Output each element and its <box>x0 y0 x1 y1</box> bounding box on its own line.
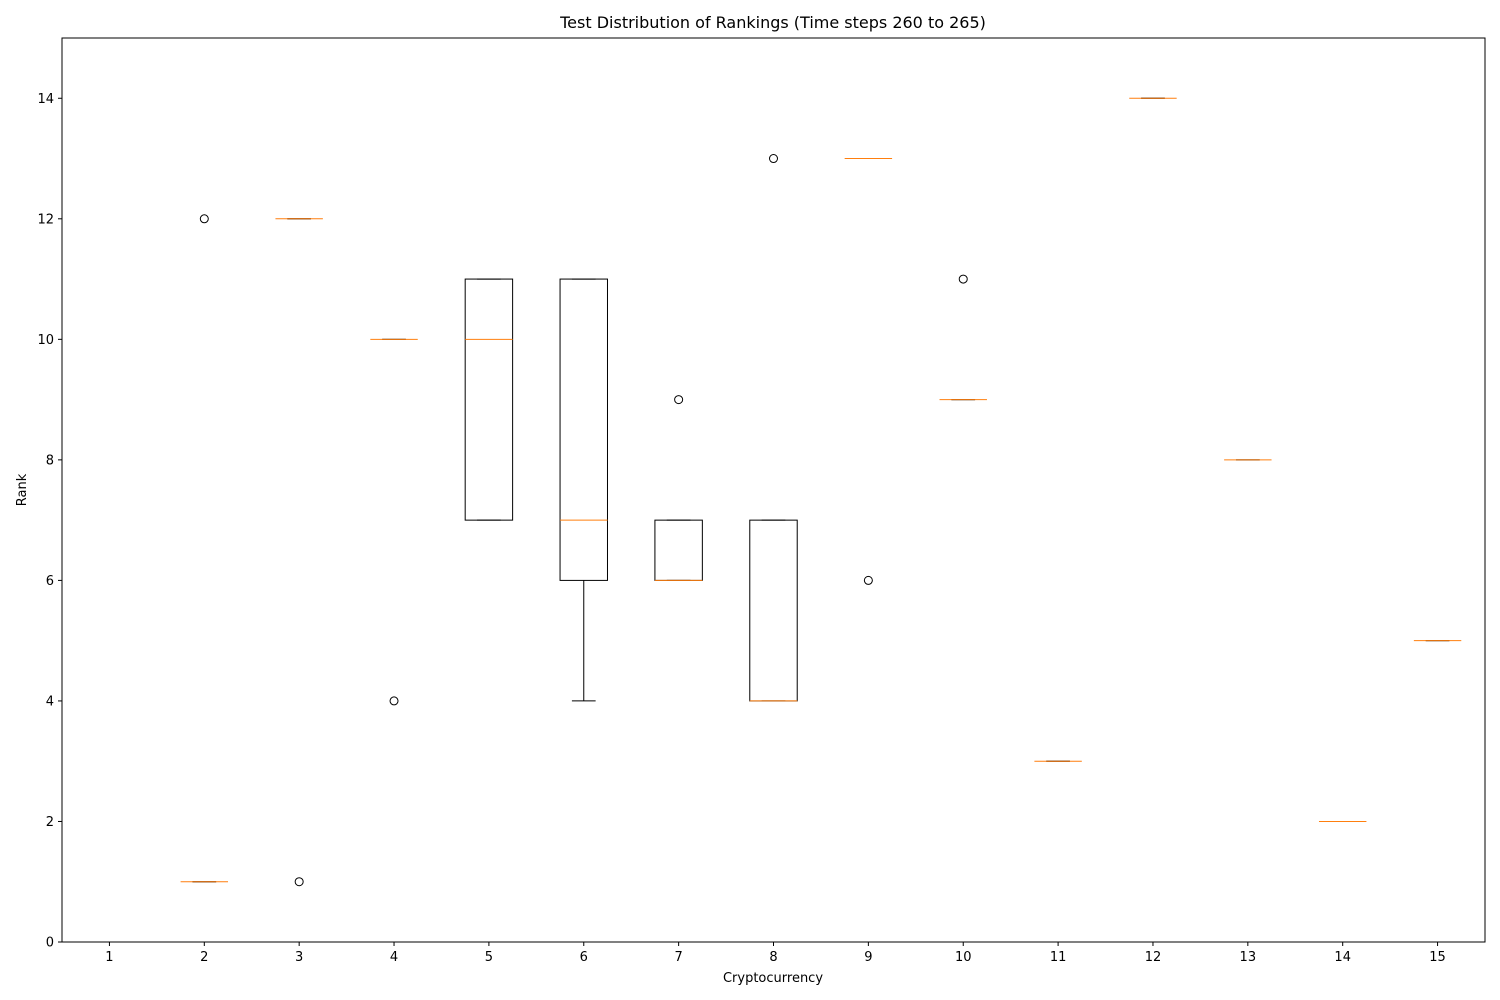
x-tick-label: 1 <box>105 950 113 965</box>
x-tick-label: 3 <box>295 950 303 965</box>
y-axis: 0 2 4 6 8 10 12 14 <box>37 92 62 951</box>
x-tick-label: 4 <box>390 950 398 965</box>
y-tick-label: 6 <box>46 574 54 589</box>
box-group-2 <box>180 214 229 883</box>
x-tick-label: 12 <box>1145 950 1162 965</box>
x-tick-label: 15 <box>1429 950 1446 965</box>
box <box>464 278 514 521</box>
x-tick-label: 8 <box>769 950 777 965</box>
y-tick-label: 14 <box>37 92 54 107</box>
outlier-point <box>958 274 968 284</box>
box <box>559 278 608 581</box>
y-tick-label: 4 <box>46 694 54 709</box>
box-group-7 <box>654 395 703 581</box>
outlier-point <box>294 877 304 887</box>
x-tick-label: 11 <box>1050 950 1067 965</box>
box-group-4 <box>370 338 418 706</box>
box-group-10 <box>939 274 987 401</box>
y-tick-label: 0 <box>46 936 54 951</box>
x-tick-label: 10 <box>955 950 972 965</box>
x-axis: 1 2 3 4 5 6 7 8 9 10 11 12 13 14 15 <box>105 942 1446 965</box>
x-tick-label: 2 <box>200 950 208 965</box>
box-group-8 <box>749 154 798 702</box>
y-tick-label: 12 <box>37 212 54 227</box>
x-tick-label: 13 <box>1240 950 1257 965</box>
outlier-point <box>769 154 778 164</box>
outlier-point <box>389 696 399 706</box>
x-tick-label: 5 <box>485 950 493 965</box>
x-tick-label: 9 <box>864 950 872 965</box>
box-group-9 <box>844 158 893 585</box>
plot-area <box>85 97 1462 943</box>
x-tick-label: 7 <box>674 950 682 965</box>
box-group-6 <box>559 278 608 702</box>
y-tick-label: 8 <box>46 453 54 468</box>
x-tick-label: 6 <box>580 950 588 965</box>
y-tick-label: 2 <box>46 815 54 830</box>
outlier-point <box>863 575 873 585</box>
outlier-point <box>674 395 684 405</box>
box-group-5 <box>464 278 514 521</box>
chart-title: Test Distribution of Rankings (Time step… <box>559 13 986 32</box>
x-tick-label: 14 <box>1334 950 1351 965</box>
outlier-point <box>199 214 209 224</box>
y-tick-label: 10 <box>37 333 54 348</box>
x-axis-label: Cryptocurrency <box>723 971 823 986</box>
y-axis-label: Rank <box>15 473 30 506</box>
box-group-3 <box>275 218 323 887</box>
